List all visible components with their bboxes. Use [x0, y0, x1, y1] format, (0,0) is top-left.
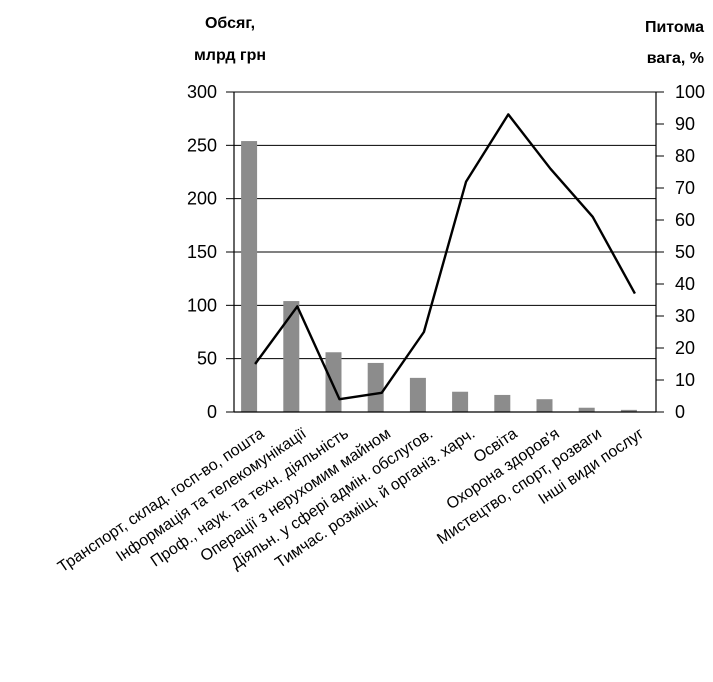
- bar: [241, 141, 258, 413]
- right-tick-label: 50: [675, 242, 695, 262]
- category-labels: Транспорт, склад. госп-во, поштаІнформац…: [55, 425, 647, 576]
- right-tick-label: 20: [675, 338, 695, 358]
- gridlines: [234, 91, 656, 360]
- bar: [409, 377, 426, 412]
- left-tick-label: 300: [187, 82, 217, 102]
- right-tick-label: 10: [675, 370, 695, 390]
- right-axis-title-line-2: вага, %: [647, 50, 704, 67]
- left-axis-title-line-1: Обсяг,: [205, 15, 255, 32]
- right-tick-label: 30: [675, 306, 695, 326]
- bar: [578, 407, 595, 412]
- axes: [226, 91, 664, 413]
- left-tick-label: 200: [187, 189, 217, 209]
- left-tick-label: 250: [187, 135, 217, 155]
- bar: [452, 391, 469, 412]
- right-axis-title-line-1: Питома: [645, 19, 704, 36]
- right-tick-label: 90: [675, 114, 695, 134]
- right-tick-label: 100: [675, 82, 705, 102]
- left-axis-title-line-2: млрд грн: [194, 47, 266, 64]
- bar: [536, 399, 553, 412]
- bar: [620, 409, 637, 412]
- bar: [494, 394, 511, 412]
- right-tick-label: 70: [675, 178, 695, 198]
- right-axis-tick-labels: 0 10 20 30 40 50 60 70 80 90 100: [675, 82, 705, 422]
- line-series: [254, 113, 636, 401]
- line-path: [254, 113, 636, 401]
- right-tick-label: 40: [675, 274, 695, 294]
- left-tick-label: 100: [187, 295, 217, 315]
- left-tick-label: 50: [197, 349, 217, 369]
- bar: [367, 362, 384, 412]
- left-axis-tick-labels: 0 50 100 150 200 250 300: [187, 82, 217, 422]
- left-tick-label: 150: [187, 242, 217, 262]
- left-tick-label: 0: [207, 402, 217, 422]
- bar-series: [241, 141, 637, 413]
- bar: [283, 301, 300, 412]
- right-tick-label: 0: [675, 402, 685, 422]
- right-tick-label: 60: [675, 210, 695, 230]
- right-tick-label: 80: [675, 146, 695, 166]
- bar: [325, 352, 342, 412]
